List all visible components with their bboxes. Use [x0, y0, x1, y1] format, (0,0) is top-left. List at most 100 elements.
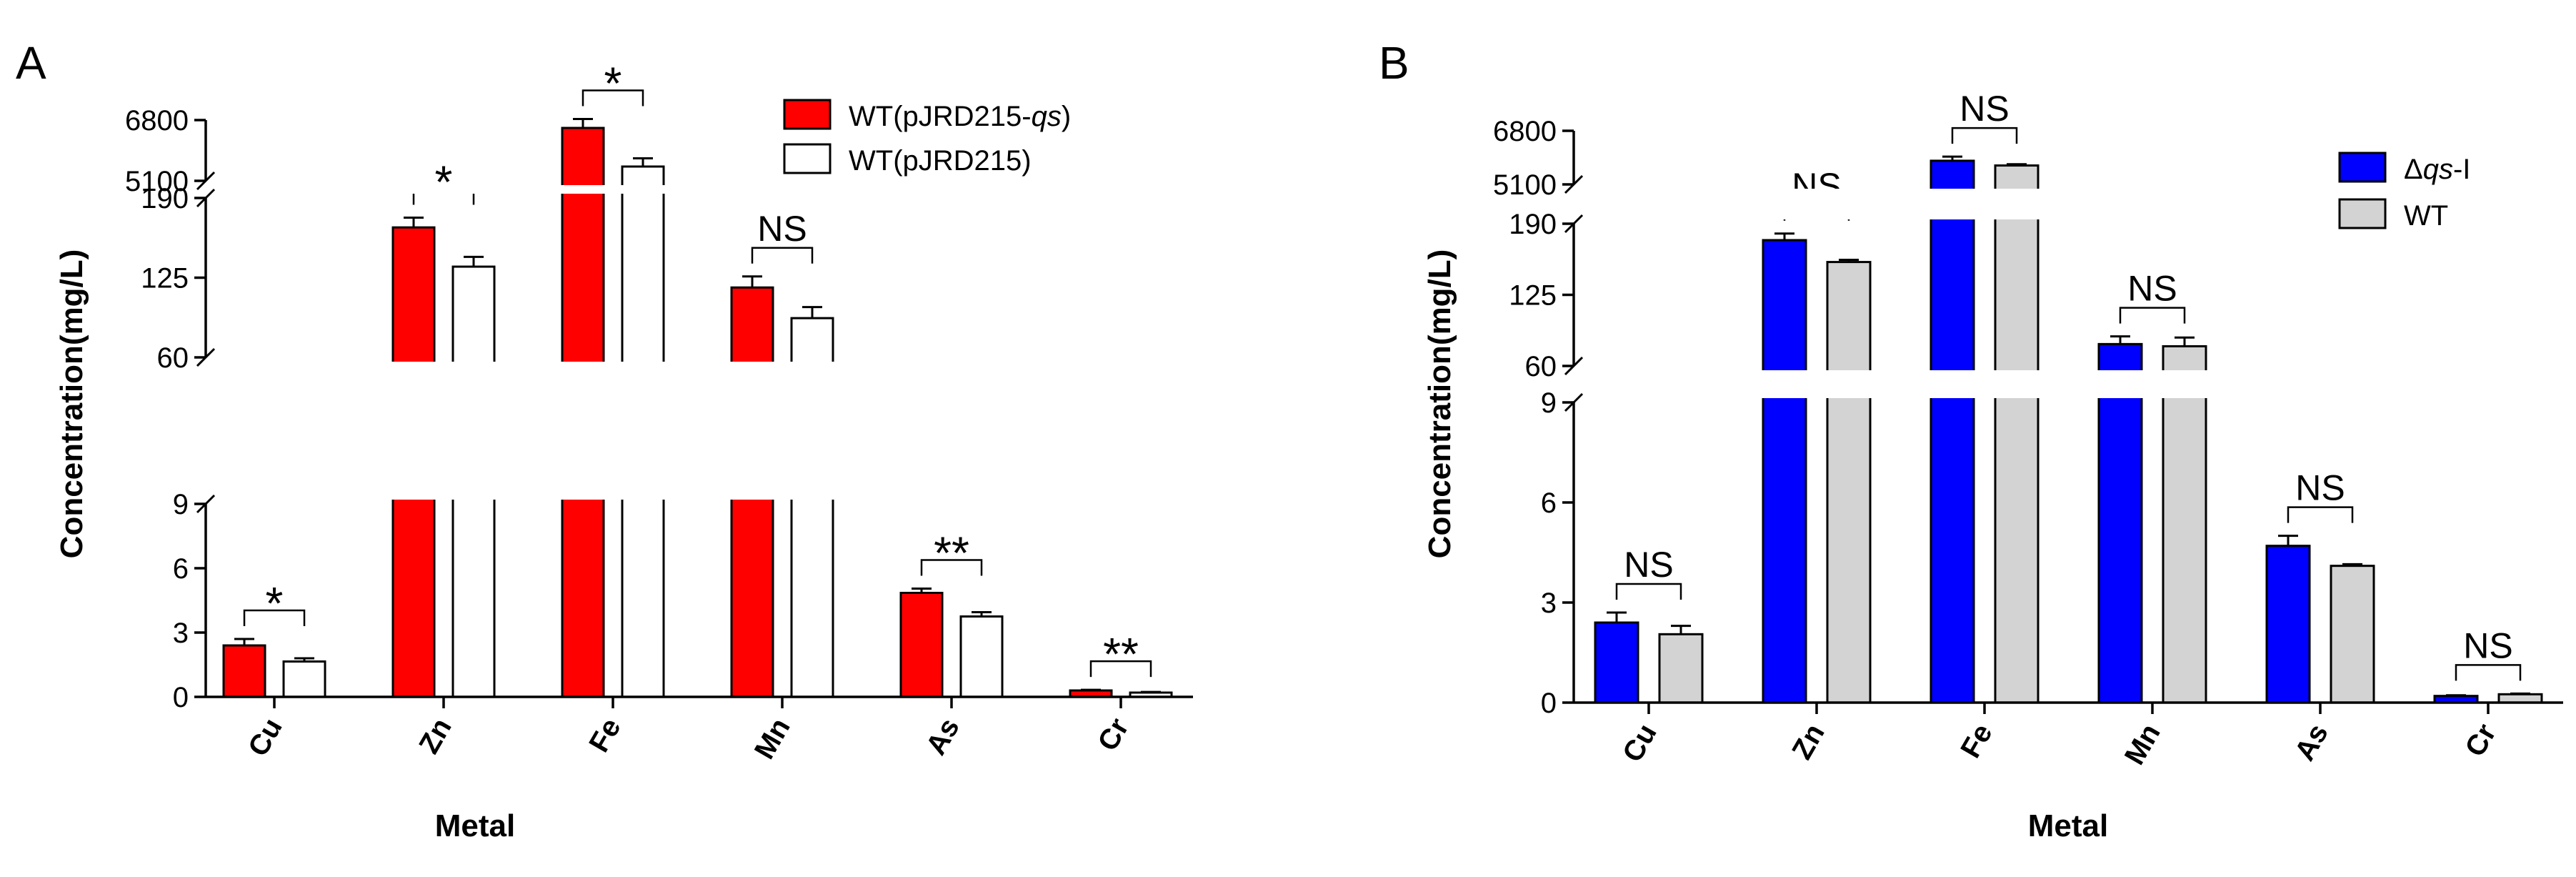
legend-label-tail: -I [2453, 154, 2470, 185]
chart-panel-b: CuNSZnNSFeNSMnNSAsNSCrNS0369601251905100… [1422, 89, 2563, 843]
category-label-cu: Cu [242, 713, 289, 762]
significance-label: * [435, 156, 453, 207]
legend-label-2: WT(pJRD215) [849, 145, 1032, 177]
legend-label-text: WT(pJRD215) [849, 145, 1032, 177]
significance-bracket [581, 89, 644, 106]
bar-series2-cu [282, 660, 326, 698]
y-tick-label: 5100 [125, 166, 189, 197]
y-tick-label: 3 [173, 618, 189, 649]
panel-label-a: A [16, 37, 46, 89]
axis-break-gap [1578, 189, 2563, 219]
legend-label-text: Δ [2404, 154, 2423, 185]
x-axis-title: Metal [2028, 808, 2108, 843]
x-axis-title: Metal [435, 808, 515, 843]
panel-label-b: B [1379, 37, 1409, 89]
bar-series1-fe [1929, 159, 1975, 704]
bar-series1-as [899, 592, 944, 698]
bar-series1-zn [1762, 239, 1807, 704]
category-label-zn: Zn [413, 713, 458, 759]
axis-break-gap [1578, 370, 2563, 398]
axis-break-gap [210, 185, 1193, 194]
significance-bracket [1951, 127, 2018, 144]
legend-label-text: WT(pJRD215- [849, 101, 1032, 132]
significance-bracket [1615, 583, 1682, 600]
axis-break-gap [210, 362, 1193, 500]
y-axis-title: Concentration(mg/L) [1422, 249, 1457, 559]
category-label-cr: Cr [2459, 719, 2502, 762]
significance-bracket [751, 247, 814, 264]
y-tick-label: 6800 [125, 105, 189, 137]
y-tick-label: 60 [1525, 351, 1557, 382]
legend-swatch-2 [2338, 198, 2387, 229]
y-tick-label: 60 [157, 342, 189, 374]
bar-series2-mn [2162, 345, 2207, 704]
axis-break-mark [196, 347, 216, 367]
significance-label: NS [757, 209, 807, 249]
axis-break-mark [1564, 356, 1584, 376]
axis-break-mark [1564, 214, 1584, 234]
y-tick-label: 125 [141, 263, 189, 294]
y-tick-label: 0 [1541, 688, 1557, 719]
y-tick-label: 6 [173, 553, 189, 585]
bar-series1-as [2265, 545, 2311, 704]
legend-label-italic: qs [1032, 101, 1062, 132]
category-label-fe: Fe [583, 713, 626, 758]
significance-bracket [920, 559, 983, 576]
y-tick-label: 125 [1509, 280, 1557, 312]
category-label-mn: Mn [749, 713, 797, 765]
significance-bracket [1089, 660, 1152, 678]
axis-break-mark [1564, 174, 1584, 194]
significance-label: NS [2127, 269, 2177, 309]
axis-break-mark [196, 494, 216, 514]
bar-series2-as [2330, 565, 2375, 704]
y-tick-label: 6800 [1493, 116, 1557, 147]
significance-bracket [2287, 506, 2354, 523]
legend-label-1: WT(pJRD215-qs) [849, 101, 1071, 132]
significance-label: NS [1624, 545, 1673, 585]
legend-label-1: Δqs-I [2404, 154, 2470, 185]
bar-series2-fe [1994, 164, 2040, 704]
legend-swatch-1 [783, 99, 832, 130]
legend-label-italic: qs [2423, 154, 2453, 185]
significance-label: ** [934, 527, 969, 579]
category-label-fe: Fe [1955, 719, 1998, 763]
bar-series2-zn [1826, 261, 1872, 704]
significance-label: * [604, 58, 622, 109]
significance-label: NS [1960, 89, 2009, 129]
y-tick-label: 190 [141, 183, 189, 214]
significance-bracket [2119, 307, 2186, 324]
category-label-zn: Zn [1786, 719, 1831, 765]
legend-label-2: WT [2404, 200, 2448, 232]
significance-label: NS [2295, 468, 2345, 508]
category-label-as: As [920, 713, 966, 760]
y-tick-label: 5100 [1493, 169, 1557, 201]
legend-label-text: WT [2404, 200, 2448, 232]
significance-label: * [266, 578, 284, 629]
significance-label: NS [2463, 625, 2512, 665]
category-label-as: As [2289, 719, 2335, 766]
category-label-cu: Cu [1617, 719, 1663, 768]
axis-break-mark [196, 188, 216, 208]
significance-bracket [2455, 664, 2522, 681]
y-tick-label: 0 [173, 682, 189, 713]
y-tick-label: 3 [1541, 588, 1557, 619]
legend-swatch-2 [783, 143, 832, 174]
axis-break-mark [196, 171, 216, 191]
bar-series2-cu [1658, 633, 1704, 704]
significance-bracket [243, 609, 306, 626]
legend-label-tail: ) [1062, 101, 1071, 132]
bar-series1-cu [222, 644, 266, 698]
axis-break-mark [1564, 392, 1584, 412]
significance-label: ** [1103, 628, 1139, 680]
legend-swatch-1 [2338, 152, 2387, 183]
y-tick-label: 9 [1541, 387, 1557, 419]
bar-series1-cu [1594, 621, 1639, 704]
category-label-mn: Mn [2119, 719, 2167, 771]
y-axis-title: Concentration(mg/L) [54, 249, 89, 559]
y-tick-label: 9 [173, 489, 189, 520]
bar-series2-as [959, 615, 1004, 698]
y-tick-label: 6 [1541, 487, 1557, 519]
y-tick-label: 190 [1509, 209, 1557, 240]
